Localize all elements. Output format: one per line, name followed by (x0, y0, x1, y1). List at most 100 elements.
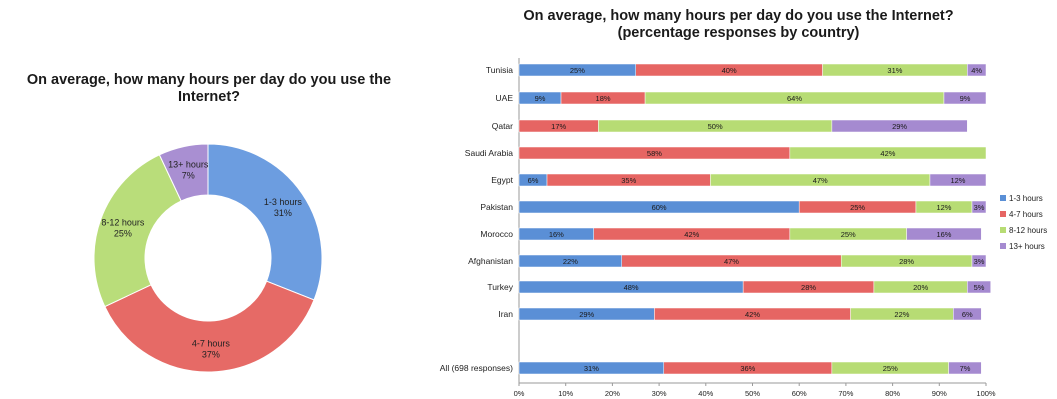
bar-value-label-turkey-1-3-hours: 48% (624, 283, 639, 292)
bar-value-label-uae-13-hours: 9% (960, 94, 971, 103)
x-tick-label-2: 20% (605, 389, 620, 398)
bar-value-label-iran-8-12-hours: 22% (894, 310, 909, 319)
stacked-bar-chart: Tunisia 25% 40% 31% 4% UAE 9% 18% 64% 9% Qatar 17% 5… (440, 58, 996, 398)
bar-value-label-turkey-8-12-hours: 20% (913, 283, 928, 292)
category-label-morocco: Morocco (480, 229, 513, 239)
bar-segment-saudi-arabia-8-12-hours (789, 146, 987, 160)
bar-value-label-morocco-4-7-hours: 42% (684, 230, 699, 239)
bar-value-label-pakistan-13-hours: 3% (974, 203, 985, 212)
donut-value-1-3-hours: 31% (274, 208, 292, 218)
bar-value-label-uae-4-7-hours: 18% (596, 94, 611, 103)
bar-segment-afghanistan-13-hours (971, 254, 987, 268)
bar-value-label-egypt-8-12-hours: 47% (813, 176, 828, 185)
bar-value-label-saudi-arabia-4-7-hours: 58% (647, 149, 662, 158)
bar-segment-all-698-responses-13-hours (948, 361, 982, 375)
bar-chart-legend: 1-3 hours 4-7 hours 8-12 hours 13+ hours (1000, 194, 1047, 251)
x-tick-label-8: 80% (885, 389, 900, 398)
bar-value-label-turkey-4-7-hours: 28% (801, 283, 816, 292)
category-label-qatar: Qatar (492, 121, 513, 131)
bar-value-label-qatar-13-hours: 29% (892, 122, 907, 131)
bar-segment-iran-13-hours (953, 307, 982, 321)
x-tick-label-9: 90% (932, 389, 947, 398)
bar-segment-turkey-13-hours (967, 280, 991, 294)
bar-value-label-all-698-responses-1-3-hours: 31% (584, 364, 599, 373)
donut-slice-4-7-hours (104, 280, 315, 373)
bar-segment-uae-13-hours (943, 91, 987, 105)
category-label-all-698-responses: All (698 responses) (440, 363, 513, 373)
bar-value-label-uae-1-3-hours: 9% (535, 94, 546, 103)
category-label-pakistan: Pakistan (480, 202, 513, 212)
bar-chart-subtitle: (percentage responses by country) (617, 25, 860, 41)
category-label-iran: Iran (498, 309, 513, 319)
x-tick-label-10: 100% (976, 389, 996, 398)
bar-segment-egypt-13-hours (929, 173, 987, 187)
bar-value-label-morocco-13-hours: 16% (936, 230, 951, 239)
donut-slice-8-12-hours (93, 154, 182, 308)
donut-slice-1-3-hours (207, 143, 323, 301)
legend-swatch-4-7-hours (1000, 211, 1006, 217)
donut-label-1-3-hours: 1-3 hours (264, 197, 303, 207)
bar-segment-pakistan-13-hours (971, 200, 987, 214)
bar-value-label-tunisia-13-hours: 4% (971, 66, 982, 75)
donut-value-8-12-hours: 25% (114, 228, 132, 238)
donut-label-13-hours: 13+ hours (168, 160, 209, 170)
donut-label-8-12-hours: 8-12 hours (101, 217, 145, 227)
bar-value-label-tunisia-8-12-hours: 31% (887, 66, 902, 75)
bar-value-label-pakistan-1-3-hours: 60% (652, 203, 667, 212)
donut-value-4-7-hours: 37% (202, 349, 220, 359)
bar-value-label-all-698-responses-13-hours: 7% (960, 364, 971, 373)
bar-value-label-qatar-8-12-hours: 50% (708, 122, 723, 131)
legend-label-1-3-hours: 1-3 hours (1009, 194, 1043, 203)
legend-label-4-7-hours: 4-7 hours (1009, 210, 1043, 219)
bar-value-label-all-698-responses-4-7-hours: 36% (740, 364, 755, 373)
legend-swatch-1-3-hours (1000, 195, 1006, 201)
category-label-afghanistan: Afghanistan (468, 256, 513, 266)
bar-chart-title-main: On average, how many hours per day do yo… (523, 8, 954, 24)
bar-value-label-saudi-arabia-8-12-hours: 42% (880, 149, 895, 158)
x-tick-label-1: 10% (558, 389, 573, 398)
bar-chart-title: On average, how many hours per day do yo… (420, 8, 1057, 42)
bar-value-label-qatar-4-7-hours: 17% (551, 122, 566, 131)
donut-slice-13-hours (158, 143, 209, 202)
bar-value-label-turkey-13-hours: 5% (974, 283, 985, 292)
bar-value-label-egypt-4-7-hours: 35% (621, 176, 636, 185)
bar-value-label-afghanistan-4-7-hours: 47% (724, 257, 739, 266)
bar-value-label-all-698-responses-8-12-hours: 25% (883, 364, 898, 373)
bar-value-label-afghanistan-1-3-hours: 22% (563, 257, 578, 266)
category-label-egypt: Egypt (491, 175, 513, 185)
bar-value-label-egypt-1-3-hours: 6% (528, 176, 539, 185)
bar-segment-qatar-13-hours (831, 119, 968, 133)
donut-chart-title: On average, how many hours per day do yo… (26, 72, 392, 105)
bar-value-label-tunisia-4-7-hours: 40% (722, 66, 737, 75)
bar-value-label-morocco-8-12-hours: 25% (841, 230, 856, 239)
donut-value-13-hours: 7% (182, 171, 195, 181)
legend-label-13-hours: 13+ hours (1009, 242, 1045, 251)
bar-value-label-afghanistan-13-hours: 3% (974, 257, 985, 266)
bar-value-label-iran-1-3-hours: 29% (579, 310, 594, 319)
bar-value-label-uae-8-12-hours: 64% (787, 94, 802, 103)
bar-value-label-tunisia-1-3-hours: 25% (570, 66, 585, 75)
bar-value-label-pakistan-8-12-hours: 12% (936, 203, 951, 212)
bar-value-label-egypt-13-hours: 12% (950, 176, 965, 185)
bar-value-label-iran-4-7-hours: 42% (745, 310, 760, 319)
bar-segment-tunisia-13-hours (967, 63, 987, 77)
x-tick-label-3: 30% (652, 389, 667, 398)
bar-value-label-iran-13-hours: 6% (962, 310, 973, 319)
x-tick-label-5: 50% (745, 389, 760, 398)
donut-label-4-7-hours: 4-7 hours (192, 338, 231, 348)
category-label-tunisia: Tunisia (486, 65, 513, 75)
bar-segment-morocco-13-hours (906, 227, 982, 241)
x-tick-label-0: 0% (514, 389, 525, 398)
category-label-saudi-arabia: Saudi Arabia (465, 148, 513, 158)
category-label-turkey: Turkey (487, 282, 513, 292)
x-tick-label-4: 40% (698, 389, 713, 398)
legend-label-8-12-hours: 8-12 hours (1009, 226, 1047, 235)
x-tick-label-7: 70% (838, 389, 853, 398)
bar-value-label-pakistan-4-7-hours: 25% (850, 203, 865, 212)
legend-swatch-8-12-hours (1000, 227, 1006, 233)
category-label-uae: UAE (496, 93, 514, 103)
legend-swatch-13-hours (1000, 243, 1006, 249)
x-tick-label-6: 60% (792, 389, 807, 398)
